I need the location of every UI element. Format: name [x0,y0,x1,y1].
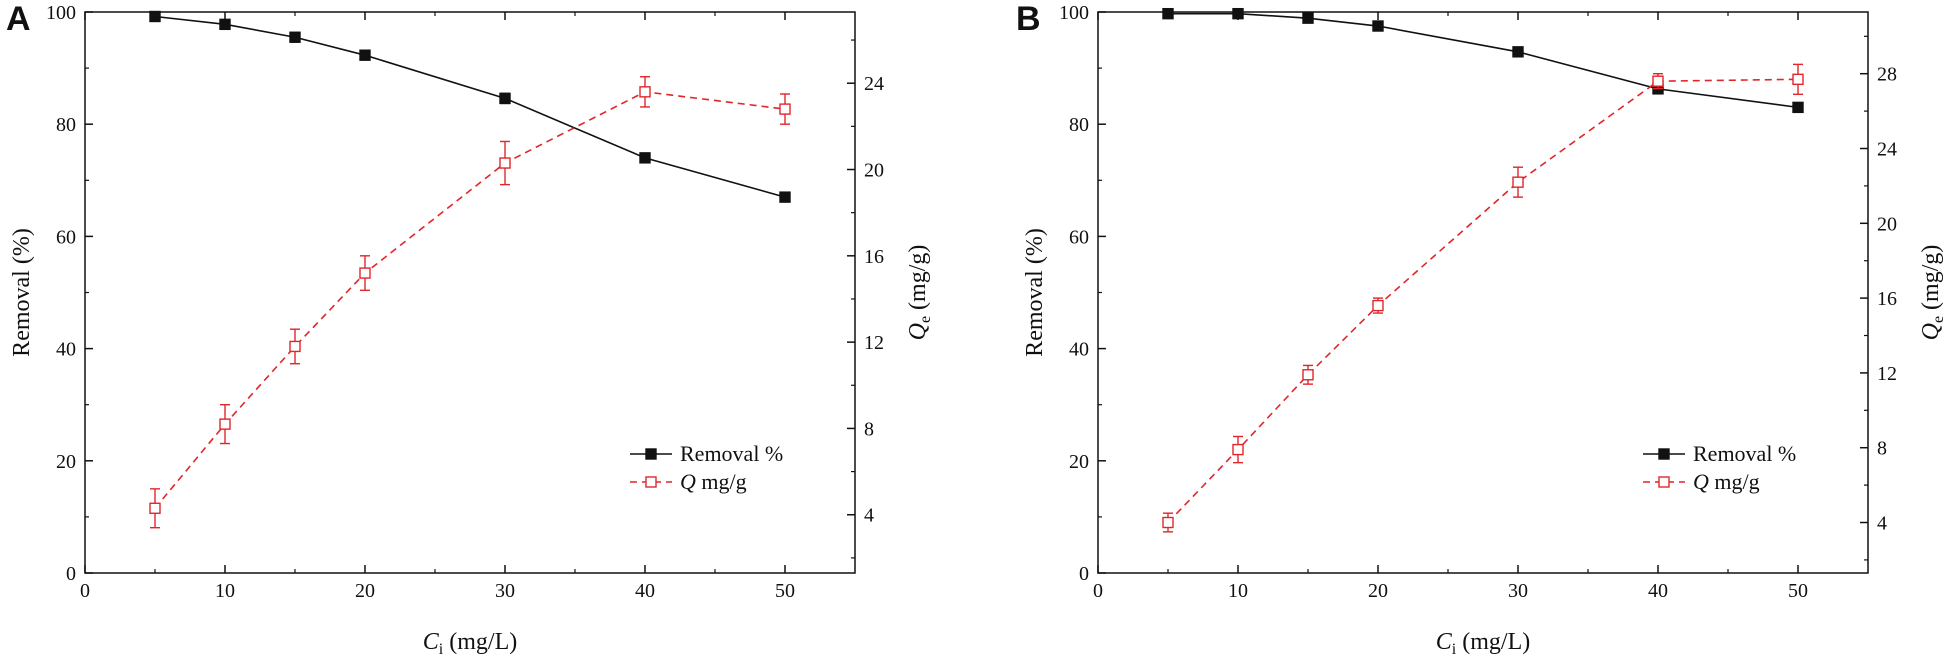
data-point [779,191,791,203]
x-tick-label: 50 [775,580,795,602]
data-point [1372,20,1384,32]
data-point [1302,369,1314,381]
y-tick-label: 80 [1069,114,1089,136]
legend-label: Removal % [1693,441,1796,466]
data-point [149,502,161,514]
data-point [219,418,231,430]
x-axis-title: Ci (mg/L) [1436,629,1530,658]
y-axis-title: Removal (%) [9,228,35,357]
y2-tick-label: 24 [864,73,884,95]
x-tick-label: 40 [1648,580,1668,602]
data-point [359,49,371,61]
legend-label: Removal % [680,441,783,466]
y2-tick-label: 4 [864,505,874,527]
y2-tick-label: 28 [1877,64,1897,86]
data-point [499,157,511,169]
y2-tick-label: 8 [864,418,874,440]
x-tick-label: 20 [1368,580,1388,602]
panel-label: B [1016,0,1041,38]
x-tick-label: 30 [495,580,515,602]
data-point [1302,12,1314,24]
data-point [1162,516,1174,529]
y2-tick-label: 20 [864,160,884,182]
y2-tick-label: 16 [1877,288,1897,310]
data-point [1512,46,1524,58]
legend-marker [645,448,657,460]
data-point [289,340,301,353]
y-tick-label: 20 [56,451,76,473]
x-axis-title: Ci (mg/L) [423,629,517,658]
data-point [499,92,511,105]
panel-label: A [6,0,31,38]
y2-tick-label: 24 [1877,139,1897,161]
legend-marker [645,476,657,488]
y2-axis-title: Qe (mg/g) [905,245,934,341]
data-point [1652,75,1664,87]
x-tick-label: 0 [1093,580,1103,602]
y-tick-label: 20 [1069,451,1089,473]
x-tick-label: 40 [635,580,655,602]
y2-tick-label: 16 [864,246,884,268]
data-point [639,152,651,164]
panel-a: A 0 10 20 30 40 50 0 20 40 60 80 100 4 8 12 16 20 24 Ci (mg… [6,0,934,658]
data-point [779,103,791,115]
y-tick-label: 100 [46,2,76,24]
data-point [1792,73,1804,86]
data-point [219,18,231,31]
y-tick-label: 40 [1069,339,1089,361]
panel-b: B 0 10 20 30 40 50 0 20 40 60 80 100 4 8 12 16 20 24 28 Ci (… [1016,0,1947,658]
legend-marker [1658,476,1670,488]
series-line-0 [154,15,786,198]
y-tick-label: 80 [56,114,76,136]
data-point [149,10,161,23]
data-point [359,267,371,279]
data-point [1512,176,1524,188]
y-tick-label: 0 [1079,563,1089,585]
x-tick-label: 20 [355,580,375,602]
y-tick-label: 60 [56,226,76,248]
data-point [289,31,301,43]
legend-marker [1658,448,1670,460]
y2-tick-label: 4 [1877,513,1887,535]
data-point [1232,443,1244,456]
y-tick-label: 40 [56,339,76,361]
y2-tick-label: 12 [864,332,884,354]
x-tick-label: 30 [1508,580,1528,602]
data-point [1232,7,1244,20]
series-line-0 [1168,12,1799,109]
x-tick-label: 10 [1228,580,1248,602]
y-axis-title: Removal (%) [1022,228,1048,357]
y-tick-label: 0 [66,563,76,585]
y2-axis-title: Qe (mg/g) [1918,245,1947,341]
data-point [639,86,651,98]
y2-tick-label: 8 [1877,438,1887,460]
data-point [1162,7,1174,20]
x-tick-label: 50 [1788,580,1808,602]
data-point [1372,299,1384,312]
y-tick-label: 60 [1069,226,1089,248]
y2-tick-label: 20 [1877,213,1897,235]
data-point [1792,101,1804,114]
x-tick-label: 0 [80,580,90,602]
y-tick-label: 100 [1059,2,1089,24]
legend-label: Q mg/g [680,469,747,494]
legend-label: Q mg/g [1693,469,1760,494]
x-tick-label: 10 [215,580,235,602]
y2-tick-label: 12 [1877,363,1897,385]
